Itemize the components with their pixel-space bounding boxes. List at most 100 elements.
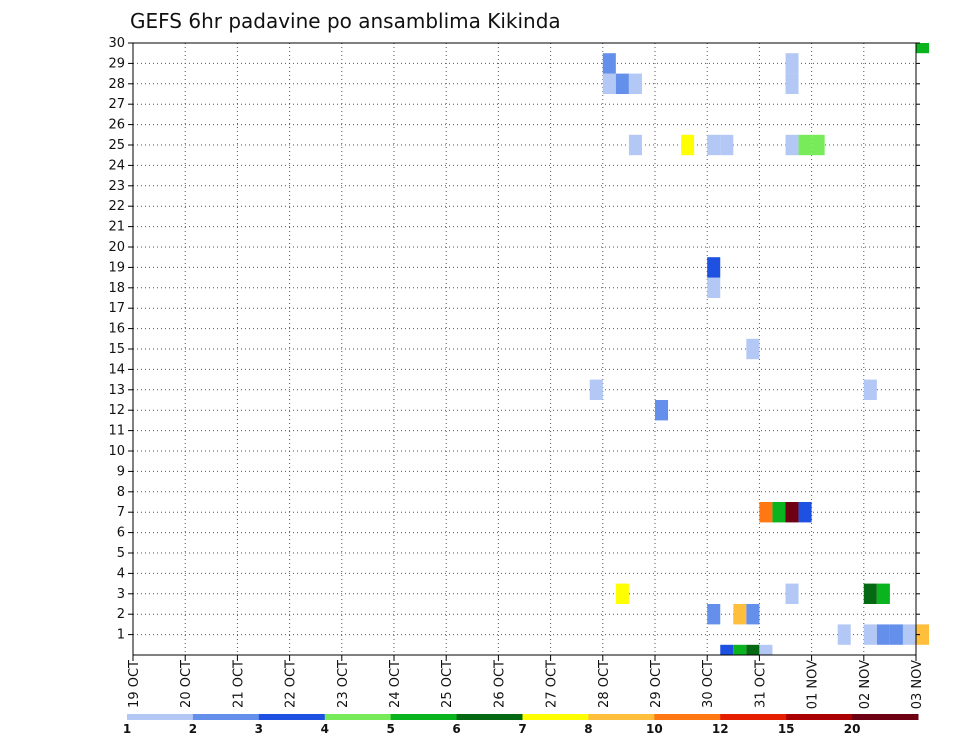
data-cell bbox=[811, 134, 825, 156]
colorbar-label: 8 bbox=[584, 722, 592, 736]
data-cell bbox=[615, 73, 629, 94]
data-cell bbox=[655, 400, 669, 421]
colorbar-label: 10 bbox=[646, 722, 663, 736]
y-tick-label: 6 bbox=[117, 526, 125, 541]
data-cell bbox=[746, 338, 760, 360]
y-tick-label: 9 bbox=[117, 464, 125, 479]
x-tick-label: 24 OCT bbox=[388, 660, 403, 708]
colorbar-segment bbox=[522, 714, 589, 720]
colorbar-segment bbox=[720, 714, 787, 720]
colorbar-label: 7 bbox=[518, 722, 526, 736]
colorbar-segment bbox=[127, 714, 194, 720]
data-cell bbox=[798, 134, 812, 156]
data-cell bbox=[759, 502, 773, 523]
colorbar-segment bbox=[456, 714, 523, 720]
data-cell bbox=[916, 624, 930, 645]
data-cell bbox=[876, 583, 890, 604]
data-cell bbox=[720, 134, 734, 156]
x-tick-label: 28 OCT bbox=[597, 660, 612, 708]
x-tick-label: 19 OCT bbox=[127, 660, 142, 708]
x-tick-label: 22 OCT bbox=[284, 660, 299, 708]
x-tick-label: 01 NOV bbox=[806, 660, 821, 709]
y-tick-label: 13 bbox=[108, 383, 125, 398]
colorbar-segment bbox=[324, 714, 392, 720]
data-cell bbox=[707, 134, 721, 156]
data-cell bbox=[785, 583, 799, 604]
y-tick-label: 18 bbox=[108, 281, 125, 296]
data-cell bbox=[602, 73, 616, 94]
data-cell bbox=[707, 257, 721, 278]
colorbar-segment bbox=[786, 714, 853, 720]
data-cell bbox=[902, 624, 916, 645]
data-cell bbox=[772, 502, 786, 523]
colorbar-segment bbox=[390, 714, 458, 720]
chart-title: GEFS 6hr padavine po ansamblima Kikinda bbox=[130, 9, 561, 33]
data-cell bbox=[733, 644, 747, 655]
y-tick-label: 20 bbox=[108, 240, 125, 255]
y-tick-label: 23 bbox=[108, 179, 125, 194]
colorbar-segment bbox=[588, 714, 655, 720]
x-tick-label: 03 NOV bbox=[910, 660, 925, 709]
y-tick-label: 29 bbox=[108, 56, 125, 71]
x-tick-label: 31 OCT bbox=[753, 660, 768, 708]
data-cell bbox=[785, 73, 799, 94]
y-tick-label: 21 bbox=[108, 220, 125, 235]
colorbar-label: 1 bbox=[123, 722, 131, 736]
y-tick-label: 12 bbox=[108, 403, 125, 418]
y-tick-label: 4 bbox=[117, 566, 125, 581]
x-tick-label: 25 OCT bbox=[440, 660, 455, 708]
colorbar-label: 15 bbox=[778, 722, 795, 736]
data-cell bbox=[628, 134, 642, 156]
colorbar-segment bbox=[258, 714, 326, 720]
data-cell bbox=[746, 644, 760, 655]
colorbar-segment bbox=[852, 714, 919, 720]
y-tick-label: 27 bbox=[108, 97, 125, 112]
colorbar-label: 3 bbox=[255, 722, 263, 736]
data-cell bbox=[837, 624, 851, 645]
data-cell bbox=[876, 624, 890, 645]
x-tick-label: 23 OCT bbox=[336, 660, 351, 708]
axes: 1234567891011121314151617181920212223242… bbox=[108, 36, 925, 709]
data-cell bbox=[916, 43, 930, 54]
colorbar-label: 4 bbox=[321, 722, 329, 736]
x-tick-label: 29 OCT bbox=[649, 660, 664, 708]
y-tick-label: 19 bbox=[108, 260, 125, 275]
data-cell bbox=[707, 604, 721, 625]
y-tick-label: 1 bbox=[117, 628, 125, 643]
y-tick-label: 30 bbox=[108, 36, 125, 51]
data-cell bbox=[889, 624, 903, 645]
y-tick-label: 14 bbox=[108, 362, 125, 377]
data-cell bbox=[785, 502, 799, 523]
data-cell bbox=[785, 53, 799, 74]
colorbar-label: 20 bbox=[844, 722, 861, 736]
x-tick-label: 21 OCT bbox=[231, 660, 246, 708]
y-tick-label: 15 bbox=[108, 342, 125, 357]
y-tick-label: 26 bbox=[108, 118, 125, 133]
data-cell bbox=[602, 53, 616, 74]
y-tick-label: 2 bbox=[117, 607, 125, 622]
data-cell bbox=[681, 134, 695, 156]
data-cell bbox=[733, 604, 747, 625]
colorbar-label: 6 bbox=[452, 722, 460, 736]
data-cell bbox=[863, 379, 877, 400]
y-tick-label: 16 bbox=[108, 322, 125, 337]
y-tick-label: 8 bbox=[117, 485, 125, 500]
colorbar-label: 12 bbox=[712, 722, 729, 736]
y-tick-label: 24 bbox=[108, 158, 125, 173]
x-tick-label: 02 NOV bbox=[858, 660, 873, 709]
y-tick-label: 10 bbox=[108, 444, 125, 459]
data-cell bbox=[785, 134, 799, 156]
y-tick-label: 17 bbox=[108, 301, 125, 316]
colorbar: 1 2 3 4 5 6 7 8 10 12 15 20 bbox=[123, 714, 919, 736]
data-cell bbox=[863, 583, 877, 604]
colorbar-segment bbox=[654, 714, 721, 720]
y-tick-label: 3 bbox=[117, 587, 125, 602]
x-tick-label: 27 OCT bbox=[545, 660, 560, 708]
data-cell bbox=[589, 379, 603, 400]
y-tick-label: 22 bbox=[108, 199, 125, 214]
y-tick-label: 11 bbox=[108, 424, 125, 439]
y-tick-label: 25 bbox=[108, 138, 125, 153]
x-tick-label: 20 OCT bbox=[179, 660, 194, 708]
x-tick-label: 30 OCT bbox=[701, 660, 716, 708]
